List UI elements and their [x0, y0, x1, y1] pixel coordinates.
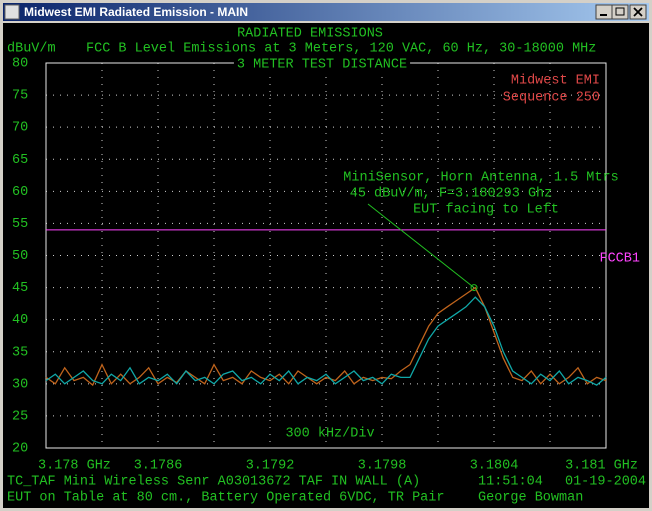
trace — [45, 286, 607, 387]
y-tick-label: 30 — [12, 377, 28, 392]
annotation-marker — [470, 284, 478, 292]
plot-label-bg — [233, 57, 411, 73]
y-tick-label: 65 — [12, 153, 28, 168]
window-buttons[interactable] — [595, 4, 647, 20]
chart-title: RADIATED EMISSIONS — [237, 27, 383, 42]
trace — [45, 296, 607, 386]
footer-operator: George Bowman — [478, 491, 583, 506]
x-tick-label: 3.1786 — [134, 459, 183, 474]
y-tick-label: 55 — [12, 217, 28, 232]
plot-label: 3 METER TEST DISTANCE — [237, 58, 407, 73]
x-tick-label: 3.1804 — [470, 459, 519, 474]
x-tick-label: 3.1798 — [358, 459, 407, 474]
title-bar — [3, 3, 649, 21]
chart-subtitle: FCC B Level Emissions at 3 Meters, 120 V… — [86, 42, 596, 57]
restore-icon — [615, 7, 625, 16]
y-tick-label: 40 — [12, 313, 28, 328]
y-tick-label: 25 — [12, 409, 28, 424]
annotation-leader — [367, 203, 475, 288]
div-label: 300 kHz/Div — [285, 427, 374, 442]
chart: RADIATED EMISSIONS dBuV/m FCC B Level Emis… — [7, 27, 646, 506]
y-tick-label: 50 — [12, 249, 28, 264]
footer-date: 01-19-2004 — [565, 475, 646, 490]
y-tick-label: 35 — [12, 345, 28, 360]
brand-text: Midwest EMI — [511, 74, 600, 89]
annotation-text: 45 dBuV/m, F=3.180293 Ghz — [350, 187, 553, 202]
minimize-button[interactable] — [595, 4, 613, 20]
footer-text: EUT on Table at 80 cm., Battery Operated… — [7, 491, 444, 506]
x-tick-label: 3.1792 — [246, 459, 295, 474]
app-icon — [4, 4, 20, 20]
y-tick-label: 70 — [12, 121, 28, 136]
close-icon — [633, 7, 643, 17]
footer-time: 11:51:04 — [478, 475, 543, 490]
y-tick-label: 80 — [12, 57, 28, 72]
window-title: Midwest EMI Radiated Emission - MAIN — [24, 5, 248, 19]
annotation-text: EUT facing to Left — [413, 203, 559, 218]
brand-text: Sequence 250 — [503, 91, 600, 106]
restore-button[interactable] — [611, 4, 629, 20]
y-axis-label: dBuV/m — [7, 42, 56, 57]
y-tick-label: 60 — [12, 185, 28, 200]
annotation-text: MiniSensor, Horn Antenna, 1.5 Mtrs — [343, 171, 618, 186]
x-tick-label: 3.181 GHz — [565, 459, 638, 474]
y-tick-label: 75 — [12, 89, 28, 104]
footer-text: TC_TAF Mini Wireless Senr A03013672 TAF … — [7, 475, 420, 490]
y-tick-label: 45 — [12, 281, 28, 296]
y-tick-label: 20 — [12, 442, 28, 457]
x-tick-label: 3.178 GHz — [38, 459, 111, 474]
limit-label: FCCB1 — [599, 251, 640, 266]
